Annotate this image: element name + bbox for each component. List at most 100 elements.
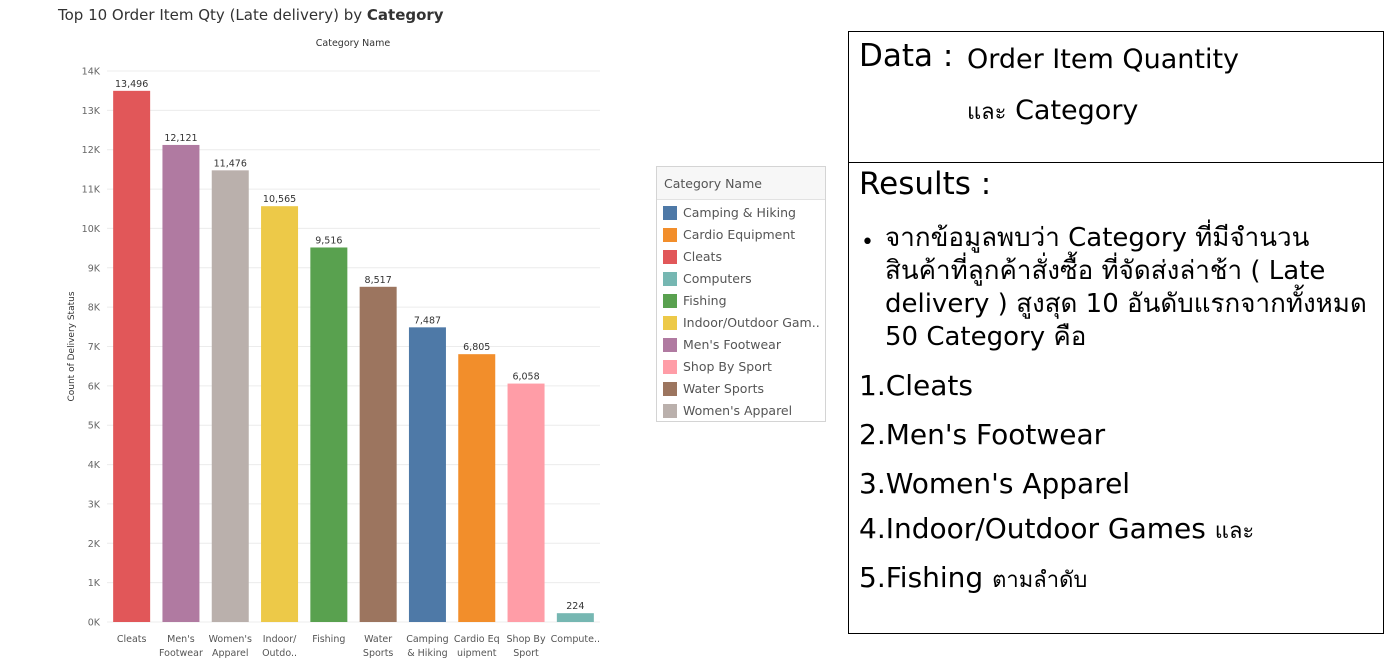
legend-label: Water Sports [683, 381, 764, 396]
legend-swatch [663, 272, 677, 286]
y-tick-label: 13K [82, 106, 101, 117]
summary-panel: Data : Order Item Quantity และ Category … [848, 31, 1384, 634]
y-axis-label: Count of Delivery Status [67, 291, 77, 401]
data-value-2-conj: และ [967, 100, 1007, 125]
bar-1 [113, 90, 151, 622]
data-label: 13,496 [115, 79, 148, 90]
x-tick-label: Water [364, 634, 392, 645]
legend-swatch [663, 206, 677, 220]
legend-swatch [663, 382, 677, 396]
bar-2 [162, 144, 200, 622]
legend-item[interactable]: Shop By Sport [657, 356, 825, 378]
legend-label: Camping & Hiking [683, 205, 796, 220]
legend-label: Computers [683, 271, 752, 286]
rank-text: 2.Men's Footwear [859, 418, 1106, 451]
x-tick-label: Outdo.. [262, 648, 297, 659]
rank-suffix: ตามลำดับ [992, 568, 1088, 593]
legend-list: Camping & Hiking Cardio Equipment Cleats Co… [657, 200, 825, 422]
x-tick-label: Footwear [159, 648, 203, 659]
legend-swatch [663, 338, 677, 352]
x-tick-label: Indoor/ [263, 634, 297, 645]
legend-swatch [663, 294, 677, 308]
data-section: Data : Order Item Quantity และ Category [849, 32, 1383, 163]
legend-label: Women's Apparel [683, 403, 793, 418]
rank-item: 3.Women's Apparel [859, 467, 1130, 500]
y-tick-label: 8K [88, 303, 101, 314]
legend-swatch [663, 404, 677, 418]
rank-item: 5.Fishing ตามลำดับ [859, 561, 1087, 597]
finding-text: จากข้อมูลพบว่า Category ที่มีจำนวนสินค้า… [885, 223, 1367, 352]
bar-10 [556, 613, 594, 622]
rank-text: 4.Indoor/Outdoor Games [859, 512, 1215, 545]
y-tick-label: 3K [88, 499, 101, 510]
x-tick-label: Sport [513, 648, 539, 659]
y-tick-label: 1K [88, 578, 101, 589]
legend-swatch [663, 316, 677, 330]
y-tick-label: 7K [88, 342, 101, 353]
y-tick-label: 9K [88, 263, 101, 274]
data-label: 6,058 [512, 372, 539, 383]
rank-text: 5.Fishing [859, 561, 993, 594]
legend-swatch [663, 250, 677, 264]
rank-item: 4.Indoor/Outdoor Games และ [859, 512, 1254, 548]
y-tick-label: 12K [82, 145, 101, 156]
bar-chart: Category Name Count of Delivery Status 0K 1… [67, 38, 600, 659]
legend-label: Shop By Sport [683, 359, 772, 374]
y-tick-label: 0K [88, 618, 101, 629]
bar-5 [310, 247, 348, 623]
data-label: 10,565 [263, 194, 296, 205]
data-label: 6,805 [463, 342, 490, 353]
data-label: 224 [566, 601, 584, 612]
legend-item[interactable]: Men's Footwear [657, 334, 825, 356]
rank-text: 1.Cleats [859, 369, 973, 402]
data-heading: Data : [859, 38, 954, 74]
y-tick-label: 5K [88, 421, 101, 432]
bar-7 [408, 327, 446, 622]
legend-item[interactable]: Water Sports [657, 378, 825, 400]
x-tick-label: uipment [457, 648, 497, 659]
rank-item: 1.Cleats [859, 369, 973, 402]
legend-item[interactable]: Cleats [657, 246, 825, 268]
legend-label: Men's Footwear [683, 337, 781, 352]
legend-item[interactable]: Camping & Hiking [657, 202, 825, 224]
x-tick-label: Fishing [312, 634, 345, 645]
x-tick-label: Cleats [117, 634, 147, 645]
x-tick-label: Men's [167, 634, 195, 645]
legend-item[interactable]: Fishing [657, 290, 825, 312]
legend-swatch [663, 228, 677, 242]
legend: Category Name Camping & Hiking Cardio Equ… [656, 166, 826, 422]
y-tick-label: 6K [88, 381, 101, 392]
data-label: 11,476 [214, 158, 247, 169]
x-tick-label: Cardio Eq [454, 634, 500, 645]
bar-4 [261, 206, 299, 623]
data-label: 8,517 [365, 275, 392, 286]
chart-subtitle: Category Name [316, 38, 391, 49]
data-label: 12,121 [164, 133, 197, 144]
chart-title-main: Top 10 Order Item Qty (Late delivery) by [58, 6, 367, 24]
legend-label: Cleats [683, 249, 722, 264]
x-tick-label: Camping [406, 634, 448, 645]
y-tick-label: 2K [88, 539, 101, 550]
bar-6 [359, 286, 397, 622]
chart-title-bold: Category [366, 6, 444, 24]
x-tick-label: Sports [363, 648, 394, 659]
legend-item[interactable]: Computers [657, 268, 825, 290]
legend-label: Cardio Equipment [683, 227, 796, 242]
x-tick-label: Shop By [507, 634, 546, 645]
y-tick-label: 14K [82, 67, 101, 78]
rank-suffix: และ [1214, 519, 1255, 544]
x-tick-label: Apparel [212, 648, 249, 659]
legend-item[interactable]: Indoor/Outdoor Gam.. [657, 312, 825, 334]
legend-label: Indoor/Outdoor Gam.. [683, 315, 820, 330]
bar-8 [458, 354, 496, 622]
x-tick-label: Women's [209, 634, 252, 645]
results-heading: Results : [859, 166, 992, 202]
legend-item[interactable]: Women's Apparel [657, 400, 825, 422]
legend-item[interactable]: Cardio Equipment [657, 224, 825, 246]
bar-3 [211, 170, 249, 622]
rank-text: 3.Women's Apparel [859, 467, 1131, 500]
y-tick-label: 10K [82, 224, 101, 235]
data-value-2-text: Category [1006, 95, 1139, 126]
legend-title: Category Name [657, 167, 825, 200]
y-tick-label: 4K [88, 460, 101, 471]
